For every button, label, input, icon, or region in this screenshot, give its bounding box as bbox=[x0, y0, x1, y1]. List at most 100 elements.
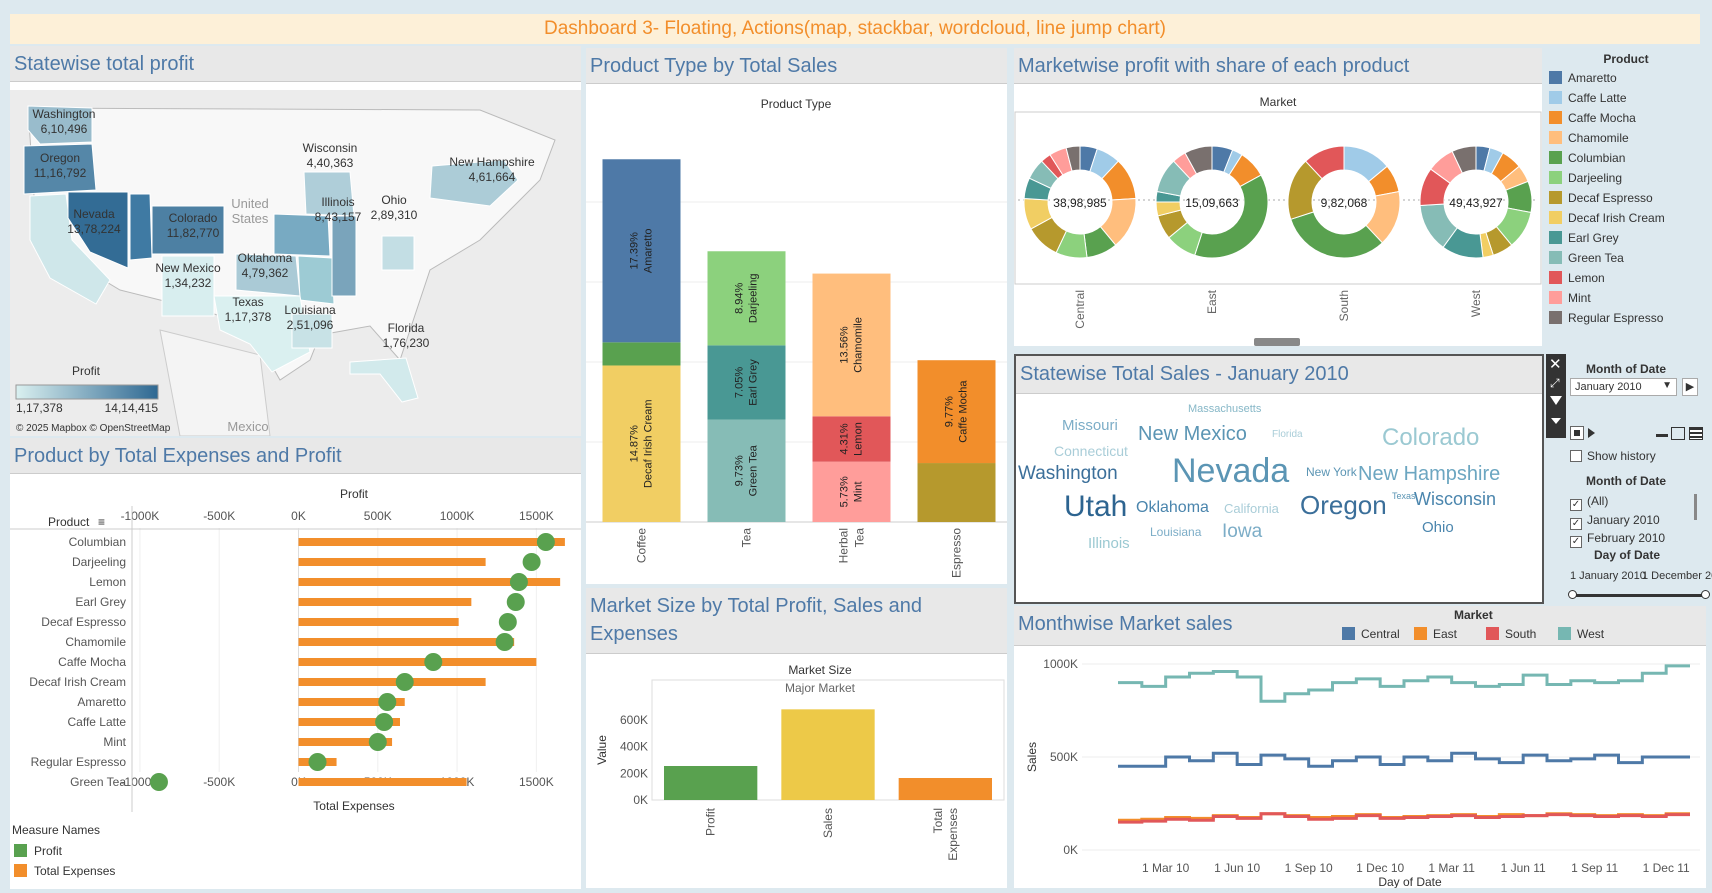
market-size-bar-sales[interactable] bbox=[781, 709, 875, 800]
checkbox-icon[interactable]: ✓ bbox=[1570, 518, 1582, 530]
filter-icon[interactable] bbox=[1550, 396, 1562, 405]
month-option-jan-2010[interactable]: ✓ January 2010 bbox=[1570, 513, 1660, 530]
bar-segment-lemon[interactable] bbox=[812, 416, 891, 462]
bar-segment-columbian[interactable] bbox=[602, 342, 681, 366]
next-month-button[interactable]: ▶ bbox=[1682, 378, 1698, 396]
bar-segment-earl-grey[interactable] bbox=[707, 345, 786, 420]
checkbox-icon[interactable]: ✓ bbox=[1570, 536, 1582, 548]
legend-item-lemon[interactable]: Lemon bbox=[1549, 270, 1605, 288]
expense-bar[interactable] bbox=[298, 558, 486, 566]
legend-item-regular-espresso[interactable]: Regular Espresso bbox=[1549, 310, 1663, 328]
expense-bar[interactable] bbox=[298, 598, 472, 606]
close-icon[interactable]: ✕ bbox=[1549, 356, 1562, 373]
wordcloud-word-texas[interactable]: Texas bbox=[1392, 491, 1416, 501]
legend-item-columbian[interactable]: Columbian bbox=[1549, 150, 1625, 168]
profit-dot[interactable] bbox=[149, 773, 168, 791]
profit-dot[interactable] bbox=[308, 753, 327, 771]
wordcloud-word-oregon[interactable]: Oregon bbox=[1300, 490, 1387, 520]
month-list-scrollbar[interactable] bbox=[1694, 494, 1697, 520]
state-shape-louisiana[interactable] bbox=[291, 313, 333, 349]
legend-item-caffe-mocha[interactable]: Caffe Mocha bbox=[1549, 110, 1636, 128]
profit-dot[interactable] bbox=[506, 593, 525, 611]
wordcloud-word-utah[interactable]: Utah bbox=[1064, 490, 1128, 523]
wordcloud-word-missouri[interactable]: Missouri bbox=[1062, 417, 1118, 434]
wordcloud-word-oklahoma[interactable]: Oklahoma bbox=[1136, 499, 1209, 516]
state-shape-colorado[interactable] bbox=[151, 205, 225, 255]
legend-item-central[interactable]: Central bbox=[1342, 626, 1400, 644]
legend-item-darjeeling[interactable]: Darjeeling bbox=[1549, 170, 1622, 188]
month-option-all[interactable]: ✓ (All) bbox=[1570, 494, 1608, 511]
legend-item-caffe-latte[interactable]: Caffe Latte bbox=[1549, 90, 1627, 108]
month-option-feb-2010[interactable]: ✓ February 2010 bbox=[1570, 531, 1665, 548]
state-shape-florida[interactable] bbox=[349, 357, 419, 403]
wordcloud-word-nevada[interactable]: Nevada bbox=[1172, 452, 1290, 490]
bar-segment-green-tea[interactable] bbox=[707, 419, 786, 522]
expense-bar[interactable] bbox=[298, 678, 486, 686]
state-shape-missouri[interactable] bbox=[297, 255, 335, 305]
legend-item-east[interactable]: East bbox=[1414, 626, 1457, 644]
legend-item-earl-grey[interactable]: Earl Grey bbox=[1549, 230, 1619, 248]
wordcloud-word-colorado[interactable]: Colorado bbox=[1382, 424, 1480, 451]
expense-bar[interactable] bbox=[298, 618, 459, 626]
resize-handle[interactable] bbox=[1254, 338, 1300, 346]
state-shape-ohio[interactable] bbox=[381, 235, 415, 271]
speed-slow-icon[interactable] bbox=[1656, 434, 1668, 437]
donut-slice-regular-espresso[interactable] bbox=[1451, 145, 1477, 174]
state-shape-new-hampshire[interactable] bbox=[429, 159, 519, 207]
wordcloud-word-florida[interactable]: Florida bbox=[1272, 429, 1303, 440]
expense-bar[interactable] bbox=[298, 698, 405, 706]
wordcloud-word-massachusetts[interactable]: Massachusetts bbox=[1188, 403, 1262, 415]
wordcloud-word-california[interactable]: California bbox=[1224, 501, 1279, 516]
market-size-bar-profit[interactable] bbox=[664, 766, 758, 800]
wordcloud-word-new-york[interactable]: New York bbox=[1306, 465, 1357, 479]
wordcloud-word-iowa[interactable]: Iowa bbox=[1222, 521, 1263, 542]
show-history-checkbox[interactable] bbox=[1570, 450, 1582, 462]
wordcloud-word-ohio[interactable]: Ohio bbox=[1422, 519, 1454, 536]
donut-slice-regular-espresso[interactable] bbox=[1065, 145, 1081, 172]
stop-button[interactable] bbox=[1570, 426, 1584, 440]
measure-legend-label[interactable]: Total Expenses bbox=[34, 864, 115, 878]
wordcloud-word-washington[interactable]: Washington bbox=[1018, 463, 1118, 484]
state-shape-california[interactable] bbox=[29, 193, 111, 305]
donut-slice-lemon[interactable] bbox=[1304, 145, 1345, 180]
expense-bar[interactable] bbox=[298, 778, 467, 786]
state-shape-iowa[interactable] bbox=[273, 213, 331, 257]
expense-bar[interactable] bbox=[298, 718, 400, 726]
wordcloud-word-new-hampshire[interactable]: New Hampshire bbox=[1358, 463, 1501, 485]
sort-icon[interactable]: ≡ bbox=[98, 515, 105, 529]
state-shape-texas[interactable] bbox=[213, 295, 311, 373]
legend-item-mint[interactable]: Mint bbox=[1549, 290, 1591, 308]
more-options-icon[interactable] bbox=[1551, 418, 1561, 424]
speed-fast-icon[interactable] bbox=[1689, 427, 1703, 440]
legend-item-decaf-espresso[interactable]: Decaf Espresso bbox=[1549, 190, 1653, 208]
state-shape-illinois[interactable] bbox=[331, 215, 357, 297]
bar-segment-mint[interactable] bbox=[812, 461, 891, 522]
legend-item-chamomile[interactable]: Chamomile bbox=[1549, 130, 1629, 148]
wordcloud-word-wisconsin[interactable]: Wisconsin bbox=[1414, 489, 1497, 509]
bar-segment-decaf-espresso[interactable] bbox=[917, 463, 996, 522]
us-profit-map[interactable]: Washington6,10,496Oregon11,16,792Nevada1… bbox=[10, 90, 581, 436]
play-icon[interactable] bbox=[1588, 428, 1595, 438]
expense-bar[interactable] bbox=[298, 538, 565, 546]
speed-medium-icon[interactable] bbox=[1671, 427, 1685, 440]
profit-dot[interactable] bbox=[498, 613, 517, 631]
state-shape-new-mexico[interactable] bbox=[161, 255, 215, 317]
profit-dot[interactable] bbox=[375, 713, 394, 731]
donut-slice-columbian[interactable] bbox=[1290, 211, 1384, 259]
day-range-slider[interactable] bbox=[1568, 590, 1710, 599]
legend-item-west[interactable]: West bbox=[1558, 626, 1604, 644]
profit-dot[interactable] bbox=[395, 673, 414, 691]
wordcloud-word-illinois[interactable]: Illinois bbox=[1088, 535, 1130, 552]
legend-item-amaretto[interactable]: Amaretto bbox=[1549, 70, 1617, 88]
donut-slice-columbian[interactable] bbox=[1194, 174, 1269, 259]
checkbox-icon[interactable]: ✓ bbox=[1570, 499, 1582, 511]
profit-dot[interactable] bbox=[424, 653, 443, 671]
series-line-central[interactable] bbox=[1118, 751, 1690, 768]
legend-item-green-tea[interactable]: Green Tea bbox=[1549, 250, 1624, 268]
profit-dot[interactable] bbox=[522, 553, 541, 571]
legend-item-decaf-irish-cream[interactable]: Decaf Irish Cream bbox=[1549, 210, 1665, 228]
bar-segment-decaf-irish-cream[interactable] bbox=[602, 365, 681, 522]
expand-icon[interactable]: ⤢ bbox=[1550, 376, 1560, 390]
bar-segment-darjeeling[interactable] bbox=[707, 251, 786, 346]
slider-handle-start[interactable] bbox=[1568, 590, 1577, 599]
